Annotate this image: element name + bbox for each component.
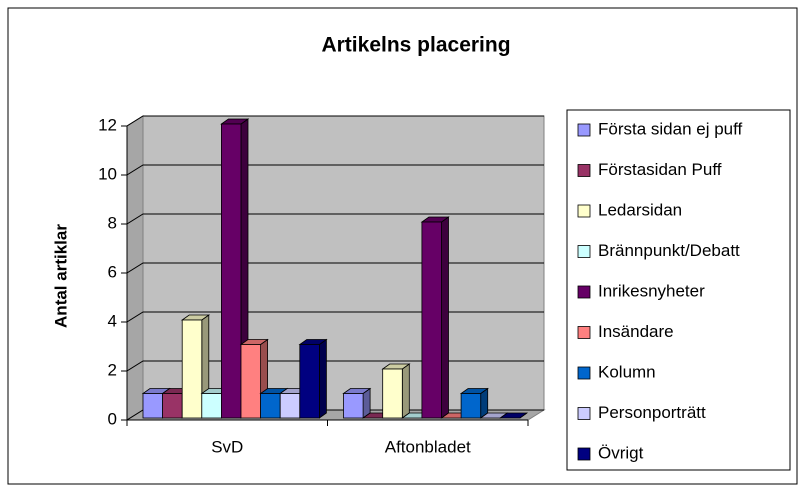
bar-front xyxy=(382,368,403,419)
bar xyxy=(298,338,328,419)
grid-line xyxy=(126,262,544,274)
bar-front xyxy=(260,393,281,419)
bar-side xyxy=(401,363,410,419)
bar xyxy=(459,387,489,419)
bar-side xyxy=(318,338,327,419)
legend-label: Kolumn xyxy=(598,362,656,381)
bar-front xyxy=(181,319,203,419)
grid-line xyxy=(126,164,544,176)
legend-swatch xyxy=(577,326,591,339)
legend-label: Personporträtt xyxy=(598,403,706,422)
y-tick-label: 8 xyxy=(108,213,117,232)
legend-swatch xyxy=(577,123,591,137)
legend-label: Brännpunkt/Debatt xyxy=(598,241,740,260)
y-tick-label: 10 xyxy=(98,164,117,183)
legend-box xyxy=(566,109,791,471)
bar xyxy=(420,216,450,419)
grid-line xyxy=(126,311,544,323)
x-tick-label: Aftonbladet xyxy=(385,437,471,456)
y-tick-label: 6 xyxy=(108,262,117,281)
bar-front xyxy=(240,344,262,419)
bar-front xyxy=(279,393,301,419)
legend-swatch xyxy=(577,164,591,177)
bar-front xyxy=(343,393,364,419)
bar xyxy=(342,387,372,419)
legend-label: Förstasidan Puff xyxy=(598,160,722,179)
grid-line xyxy=(126,360,544,372)
grid-line xyxy=(126,115,544,127)
legend-label: Första sidan ej puff xyxy=(598,119,743,138)
bar-front xyxy=(142,393,164,419)
y-tick-label: 12 xyxy=(98,115,117,134)
y-tick-label: 4 xyxy=(108,311,117,330)
bar-front xyxy=(201,393,222,419)
chart-title: Artikelns placering xyxy=(321,34,510,57)
bar-front xyxy=(299,344,320,419)
bar xyxy=(381,363,411,419)
bar-top xyxy=(499,412,529,419)
legend-label: Övrigt xyxy=(598,443,644,462)
legend-label: Insändare xyxy=(598,322,674,341)
legend-swatch xyxy=(577,407,591,420)
legend-swatch xyxy=(577,285,591,299)
legend-swatch xyxy=(577,204,591,218)
bar-front xyxy=(421,221,442,419)
y-tick-label: 2 xyxy=(108,360,117,379)
bar-side xyxy=(441,216,449,419)
bar xyxy=(499,412,529,419)
x-tick-label: SvD xyxy=(211,437,243,456)
bar-front xyxy=(220,123,242,419)
legend-label: Ledarsidan xyxy=(598,200,682,219)
legend-swatch xyxy=(577,245,591,258)
bar-front xyxy=(460,393,482,419)
legend-swatch xyxy=(577,447,591,461)
y-tick-label: 0 xyxy=(108,409,117,428)
grid-line xyxy=(126,213,544,225)
legend-swatch xyxy=(577,366,591,380)
y-axis-label: Antal artiklar xyxy=(51,224,70,328)
bar-front xyxy=(162,393,183,419)
legend-label: Inrikesnyheter xyxy=(598,281,705,300)
